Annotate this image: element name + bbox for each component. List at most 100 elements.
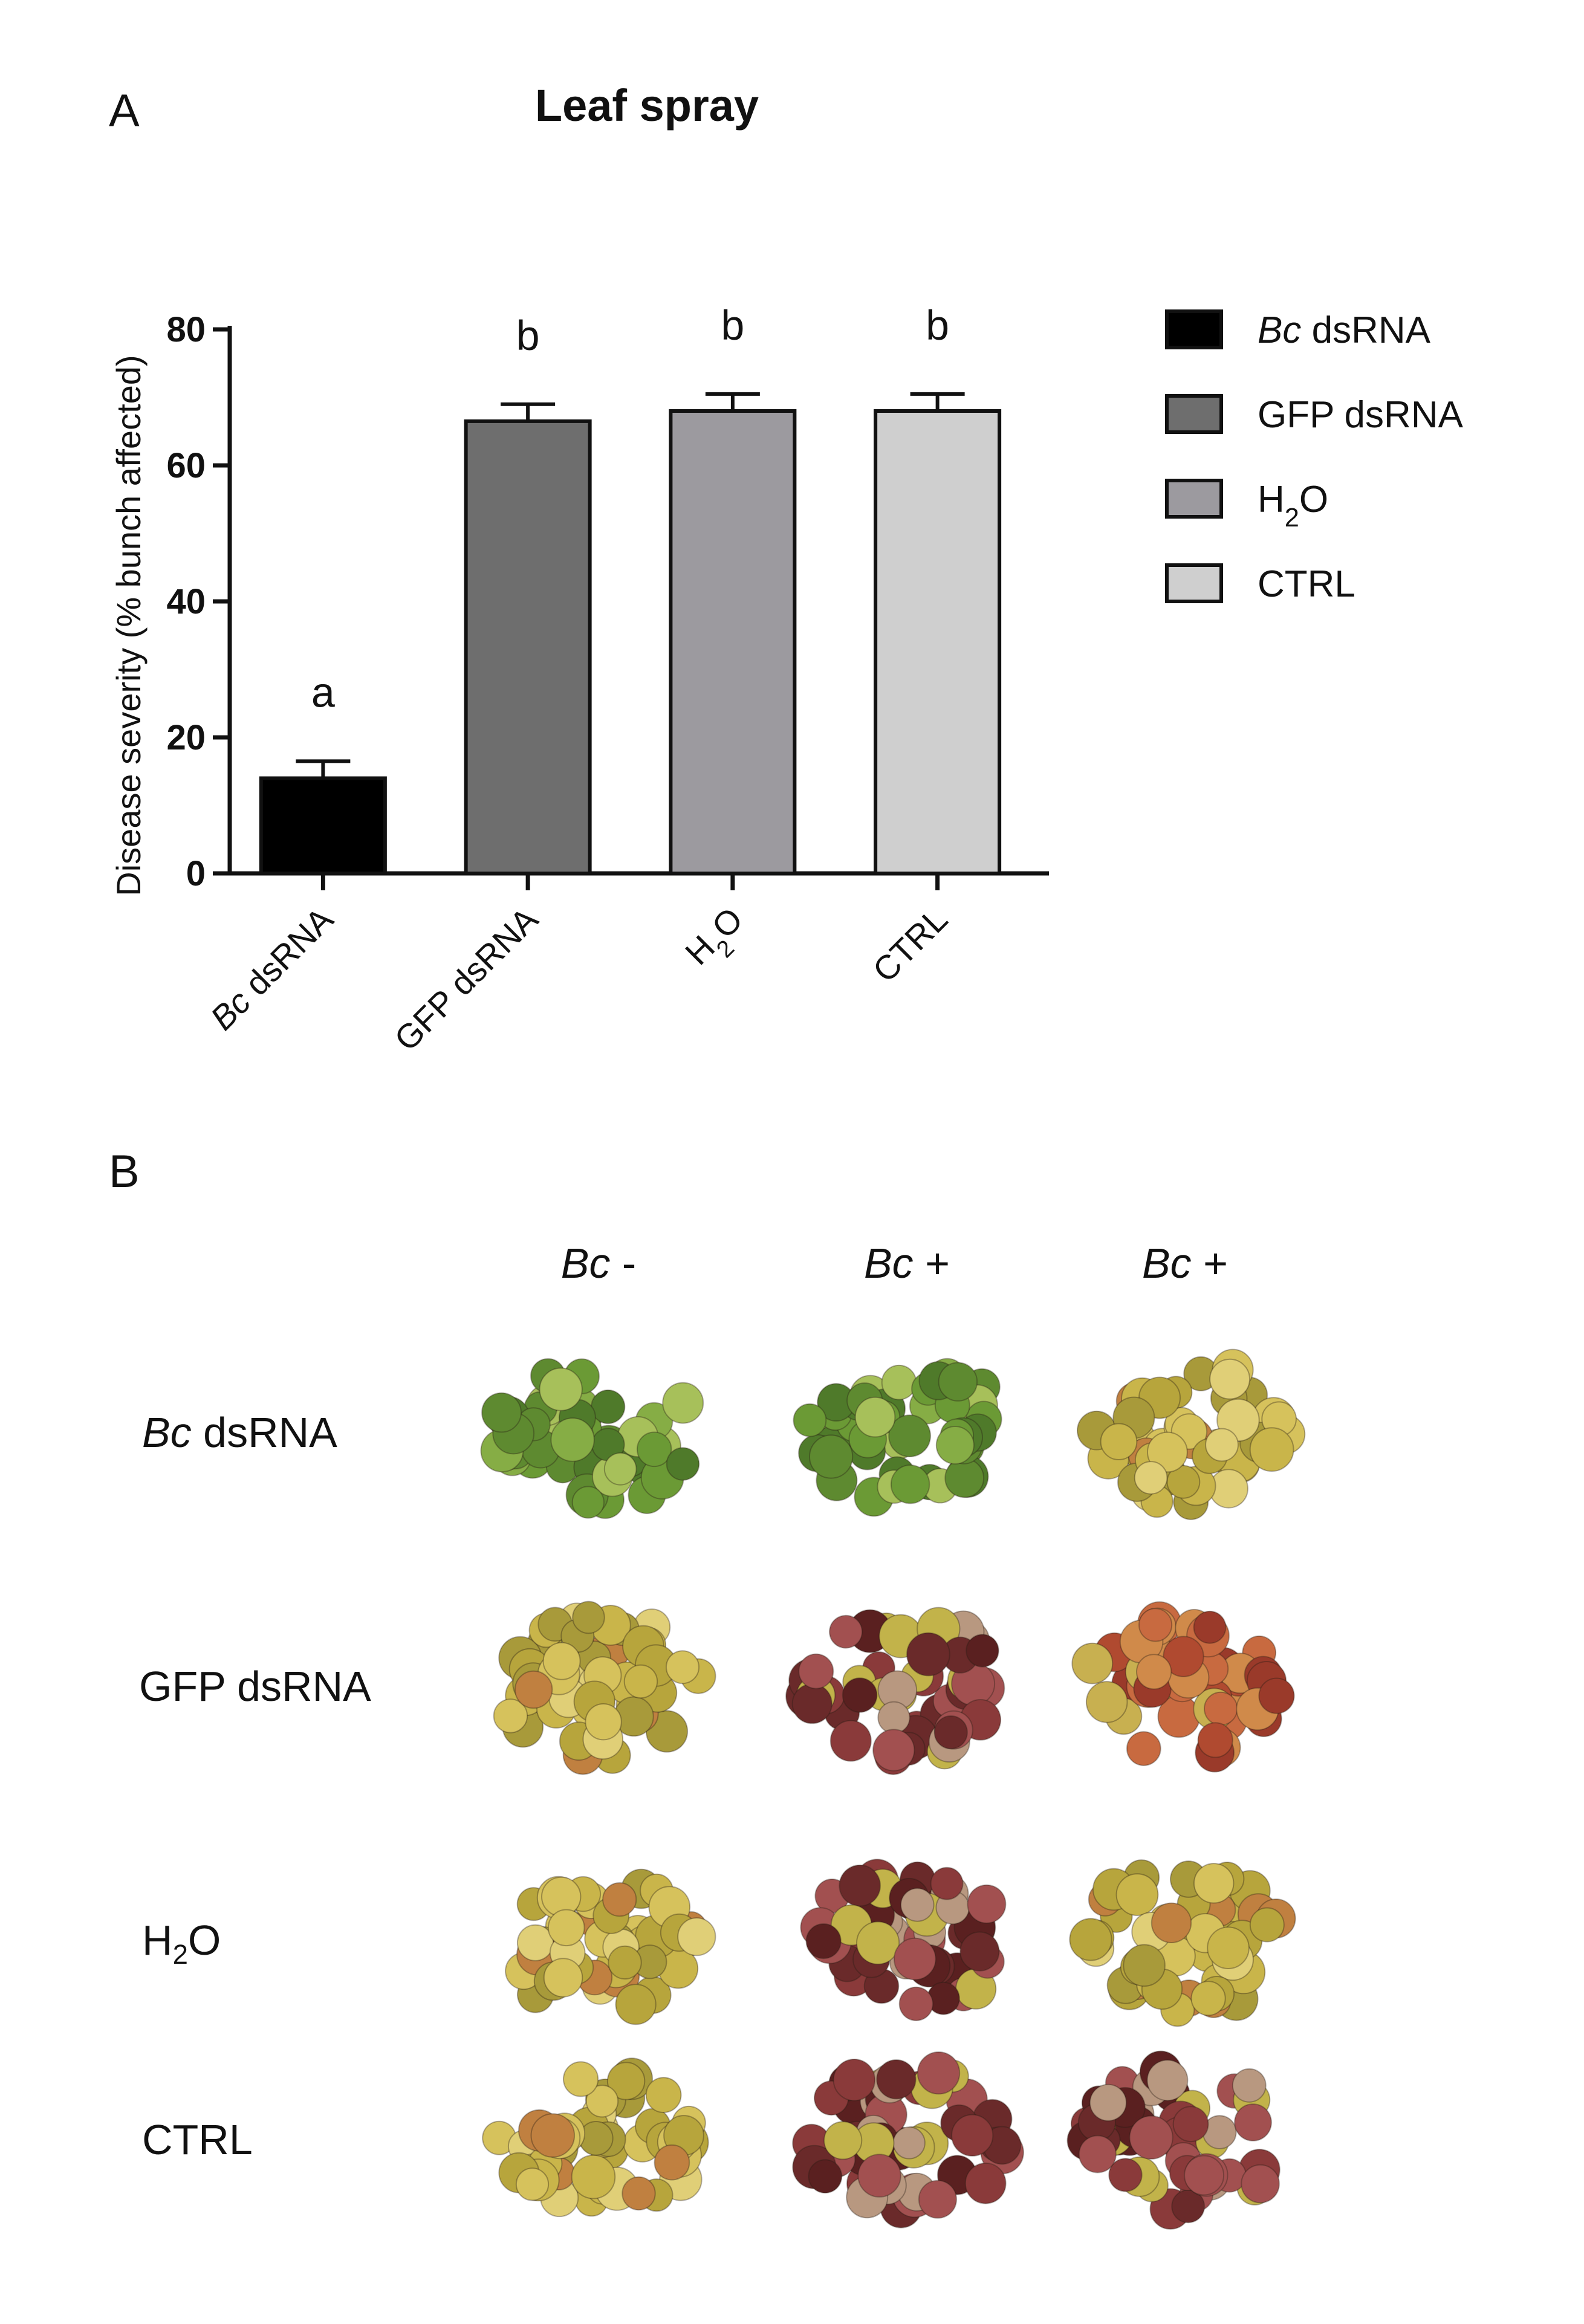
bar bbox=[464, 419, 592, 875]
grape-berry bbox=[1241, 2164, 1280, 2204]
grape-berry bbox=[585, 2085, 619, 2118]
grape-bunch-photo bbox=[493, 1601, 716, 1775]
row-label: H2O bbox=[142, 1917, 221, 1970]
grape-bunch-photo bbox=[793, 1358, 1002, 1517]
grape-berry bbox=[493, 1698, 528, 1733]
grape-berry bbox=[623, 1664, 658, 1699]
grape-berry bbox=[1234, 2103, 1272, 2141]
grape-berry bbox=[591, 1389, 626, 1425]
significance-label: b bbox=[516, 312, 540, 359]
grape-berry bbox=[1193, 1610, 1227, 1644]
grape-berry bbox=[530, 2113, 576, 2158]
y-tick-label: 20 bbox=[166, 718, 206, 757]
x-tick-label: GFP dsRNA bbox=[387, 899, 545, 1058]
grape-berry bbox=[966, 1634, 999, 1668]
grape-berry bbox=[585, 1703, 622, 1741]
grape-berry bbox=[571, 1486, 605, 1519]
grape-berry bbox=[608, 1945, 642, 1980]
column-label: Bc + bbox=[863, 1240, 950, 1287]
grape-berry bbox=[1147, 1431, 1188, 1473]
grape-berry bbox=[572, 1601, 605, 1634]
grape-berry bbox=[1126, 1731, 1161, 1766]
grape-berry bbox=[606, 2062, 646, 2100]
grape-berry bbox=[1249, 1907, 1285, 1943]
grape-berry bbox=[666, 1447, 700, 1481]
panel-b-letter: B bbox=[109, 1146, 140, 1197]
grape-berry bbox=[1151, 1902, 1192, 1944]
grape-bunch-photo bbox=[792, 2051, 1024, 2229]
grape-bunch-photo bbox=[1071, 1601, 1295, 1773]
grape-berry bbox=[603, 1452, 637, 1486]
x-tick-label: Bc dsRNA bbox=[203, 899, 341, 1037]
legend-swatch bbox=[1165, 309, 1223, 349]
chart-title: Leaf spray bbox=[535, 80, 759, 131]
column-label: Bc + bbox=[1141, 1240, 1229, 1287]
grape-berry bbox=[798, 1653, 834, 1689]
legend-label: CTRL bbox=[1258, 563, 1355, 605]
grape-berry bbox=[1108, 2158, 1143, 2192]
grape-berry bbox=[1123, 1944, 1166, 1987]
grape-berry bbox=[833, 2058, 876, 2102]
grape-bunch-photo bbox=[1066, 2050, 1281, 2230]
grape-berry bbox=[1205, 1428, 1239, 1462]
grape-berry bbox=[547, 1909, 585, 1947]
row-label: GFP dsRNA bbox=[139, 1663, 371, 1710]
grape-berry bbox=[1190, 1981, 1226, 2016]
y-tick-label: 80 bbox=[166, 310, 206, 349]
grape-berry bbox=[654, 2144, 690, 2181]
grape-berry bbox=[1136, 1654, 1172, 1690]
grape-berry bbox=[481, 1392, 522, 1433]
grape-bunch-photo bbox=[800, 1859, 1007, 2021]
grape-bunch-photo bbox=[482, 2057, 709, 2218]
row-label: Bc dsRNA bbox=[142, 1409, 337, 1456]
grape-berry bbox=[805, 1923, 842, 1960]
grape-berry bbox=[1184, 2155, 1225, 2196]
grape-berry bbox=[935, 1426, 975, 1465]
grape-berry bbox=[1163, 1636, 1204, 1677]
grape-berry bbox=[666, 1650, 699, 1685]
grape-berry bbox=[964, 2162, 1007, 2204]
grape-berry bbox=[1069, 1918, 1112, 1961]
legend-swatch bbox=[1165, 394, 1223, 434]
grape-berry bbox=[839, 1864, 881, 1907]
grape-berry bbox=[823, 2121, 863, 2160]
row-label: CTRL bbox=[142, 2116, 253, 2163]
bar bbox=[669, 409, 797, 875]
grape-berry bbox=[917, 2051, 961, 2095]
grape-berry bbox=[1138, 1608, 1173, 1642]
grape-berry bbox=[892, 2126, 926, 2160]
legend-label: Bc dsRNA bbox=[1258, 309, 1431, 351]
grape-berry bbox=[1129, 2115, 1173, 2160]
grape-bunch-photo bbox=[1069, 1859, 1296, 2027]
grape-berry bbox=[854, 1396, 896, 1438]
legend-swatch bbox=[1165, 479, 1223, 519]
grape-photo-grid: Bc - Bc + Bc + Bc dsRNA GFP dsRNA H2O CTRL bbox=[0, 1209, 1584, 2324]
grape-berry bbox=[808, 2159, 843, 2194]
x-tick-label: H2O bbox=[678, 900, 758, 980]
y-tick-label: 40 bbox=[166, 582, 206, 621]
grape-berry bbox=[842, 1677, 878, 1713]
grape-berry bbox=[1166, 1465, 1201, 1499]
legend-swatch bbox=[1165, 563, 1223, 603]
grape-berry bbox=[1115, 1873, 1159, 1916]
grape-berry bbox=[959, 1931, 1000, 1972]
grape-berry bbox=[1078, 2135, 1117, 2173]
grape-berry bbox=[857, 2154, 901, 2198]
grape-berry bbox=[550, 1417, 595, 1462]
grape-berry bbox=[636, 1431, 672, 1468]
grape-berry bbox=[602, 1882, 637, 1917]
grape-berry bbox=[898, 1986, 933, 2021]
grape-bunch-photo bbox=[480, 1358, 704, 1520]
grape-berry bbox=[622, 2176, 656, 2211]
grape-bunch-photo bbox=[785, 1607, 1005, 1775]
y-tick-label: 0 bbox=[186, 854, 206, 893]
bar bbox=[874, 409, 1002, 875]
grape-berry bbox=[615, 1984, 657, 2025]
grape-berry bbox=[890, 1465, 930, 1504]
grape-berry bbox=[918, 2180, 957, 2219]
significance-label: a bbox=[311, 668, 335, 716]
bar bbox=[259, 776, 387, 875]
grape-berry bbox=[1197, 1722, 1233, 1758]
grape-bunch-photo bbox=[505, 1868, 716, 2025]
